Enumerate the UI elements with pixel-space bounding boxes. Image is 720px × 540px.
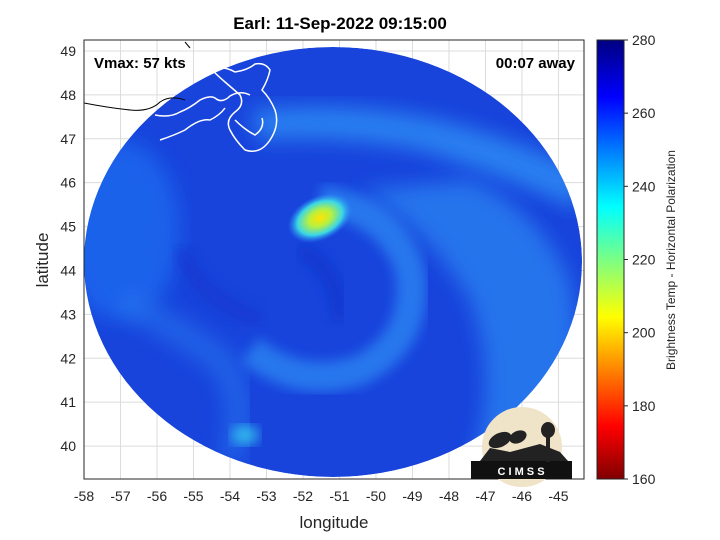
dark-streak-2 [172, 246, 263, 328]
x-tick-label: -52 [293, 488, 313, 504]
logo-building [480, 444, 568, 461]
y-tick-label: 41 [60, 394, 76, 410]
cimss-logo: C I M S S [471, 407, 572, 487]
colorbar-gradient [596, 39, 625, 480]
y-tick-label: 45 [60, 219, 76, 235]
colorbar-tick-label: 280 [632, 32, 656, 48]
y-tick-label: 48 [60, 87, 76, 103]
y-tick-label: 40 [60, 438, 76, 454]
x-tick-label: -56 [147, 488, 167, 504]
colorbar-tick-label: 160 [632, 471, 656, 487]
colorbar-tick-labels: 160 180 200 220 240 260 280 [624, 32, 656, 487]
coastline [84, 41, 278, 152]
x-tick-label: -48 [439, 488, 459, 504]
satellite-swath [84, 47, 582, 477]
y-tick-label: 43 [60, 306, 76, 322]
x-tick-label: -58 [74, 488, 94, 504]
logo-dish-2 [509, 430, 527, 444]
logo-tower-leg [546, 432, 550, 462]
x-tick-label: -47 [475, 488, 495, 504]
colorbar-tick-label: 220 [632, 252, 656, 268]
colorbar-tick-label: 180 [632, 398, 656, 414]
colorbar-tick-label: 260 [632, 105, 656, 121]
colorbar-tick-label: 200 [632, 325, 656, 341]
colorbar-tick-label: 240 [632, 178, 656, 194]
x-tick-label: -50 [366, 488, 386, 504]
southwest-band [114, 288, 251, 465]
time-away-label: 00:07 away [496, 55, 576, 72]
northern-cloud-band [250, 106, 580, 210]
x-tick-label: -46 [512, 488, 532, 504]
y-tick-label: 42 [60, 350, 76, 366]
colorbar-label: Brightness Temp - Horizontal Polarizatio… [664, 150, 678, 370]
y-tick-label: 46 [60, 175, 76, 191]
axes-border [83, 39, 585, 480]
x-axis-label: longitude [299, 513, 368, 532]
y-tick-label: 44 [60, 262, 76, 278]
figure-title: Earl: 11-Sep-2022 09:15:00 [233, 14, 447, 33]
x-tick-labels: -58 -57 -56 -55 -54 -53 -52 -51 -50 -49 -48 -47 -46-… [74, 488, 569, 504]
spiral-rainband [240, 185, 427, 392]
x-tick-label: -57 [110, 488, 130, 504]
logo-dish-1 [488, 431, 512, 449]
x-tick-label: -51 [329, 488, 349, 504]
logo-banner [471, 461, 572, 479]
vmax-label: Vmax: 57 kts [94, 55, 186, 72]
x-tick-label: -53 [256, 488, 276, 504]
southern-bright-spot [231, 425, 259, 445]
storm-core [287, 193, 353, 243]
y-axis-label: latitude [33, 233, 52, 288]
x-tick-label: -55 [183, 488, 203, 504]
eastern-cloud-band [360, 180, 578, 470]
logo-tower-tank [541, 422, 555, 438]
x-tick-label: -45 [548, 488, 568, 504]
y-tick-label: 47 [60, 131, 76, 147]
y-tick-label: 49 [60, 43, 76, 59]
y-tick-labels: 40 41 42 43 44 45 46 47 48 49 [60, 43, 76, 454]
x-tick-label: -54 [220, 488, 240, 504]
logo-text: C I M S S [497, 466, 544, 478]
dark-streak-1 [296, 243, 347, 321]
x-tick-label: -49 [402, 488, 422, 504]
colorbar: 160 180 200 220 240 260 280 Brightness Temp - … [596, 32, 678, 487]
west-lighter-region [84, 140, 180, 320]
